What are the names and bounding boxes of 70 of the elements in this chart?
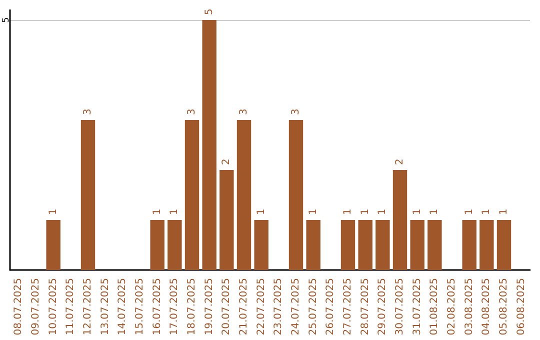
x-tick-label: 09.07.2025 [30,278,42,336]
data-label: 1 [429,208,440,215]
x-tick-label: 16.07.2025 [152,278,163,336]
data-label: 1 [169,208,180,215]
bar [202,20,216,270]
data-label: 1 [48,208,59,215]
data-label: 1 [360,208,371,215]
x-tick-label: 29.07.2025 [377,278,388,336]
data-label: 2 [221,158,232,165]
bar [376,220,390,270]
data-label: 1 [256,208,267,215]
data-label: 2 [394,158,406,165]
x-tick-label: 01.08.2025 [429,278,440,336]
data-label: 1 [377,208,388,215]
x-tick-label: 18.07.2025 [186,278,198,336]
x-tick-label: 04.08.2025 [481,278,492,336]
data-label: 3 [238,108,250,115]
x-tick-label: 21.07.2025 [238,278,250,336]
bar [254,220,268,270]
bar [392,170,408,270]
data-label: 1 [308,208,319,215]
data-label: 3 [186,108,198,115]
x-tick-label: 24.07.2025 [290,278,302,336]
bar [80,120,96,270]
x-tick-label: 11.07.2025 [65,278,76,336]
x-tick-label: 13.07.2025 [100,278,111,336]
bar [168,220,182,270]
x-tick-label: 17.07.2025 [169,278,180,336]
x-tick-label: 08.07.2025 [13,278,24,336]
data-label: 1 [342,208,354,215]
bar [462,220,476,270]
data-label: 1 [481,208,492,215]
x-tick-label: 26.07.2025 [325,278,336,336]
data-label: 3 [82,108,94,115]
x-tick-label: 12.07.2025 [82,278,94,336]
x-tick-label: 06.08.2025 [516,278,527,336]
bar [306,220,320,270]
x-tick-label: 14.07.2025 [117,278,128,336]
bar [236,120,252,270]
bar [340,220,356,270]
bar [288,120,304,270]
x-tick-label: 03.08.2025 [464,278,475,336]
bar [496,220,512,270]
x-tick-label: 30.07.2025 [394,278,406,336]
bar [220,170,234,270]
data-label: 5 [204,8,215,15]
x-tick-label: 02.08.2025 [446,278,458,336]
x-tick-label: 19.07.2025 [204,278,215,336]
x-tick-label: 10.07.2025 [48,278,59,336]
x-tick-label: 20.07.2025 [221,278,232,336]
data-label: 1 [498,208,510,215]
data-label: 1 [464,208,475,215]
bar [358,220,372,270]
bar [410,220,424,270]
bar [428,220,442,270]
data-label: 1 [152,208,163,215]
x-tick-label: 25.07.2025 [308,278,319,336]
x-tick-label: 28.07.2025 [360,278,371,336]
data-label: 1 [412,208,423,215]
bar [150,220,164,270]
x-tick-label: 15.07.2025 [134,278,146,336]
x-tick-label: 05.08.2025 [498,278,510,336]
bar [184,120,200,270]
x-tick-label: 31.07.2025 [412,278,423,336]
data-label: 3 [290,108,302,115]
bar [46,220,60,270]
x-tick-label: 23.07.2025 [273,278,284,336]
x-tick-label: 22.07.2025 [256,278,267,336]
bar [480,220,494,270]
x-tick-label: 27.07.2025 [342,278,354,336]
